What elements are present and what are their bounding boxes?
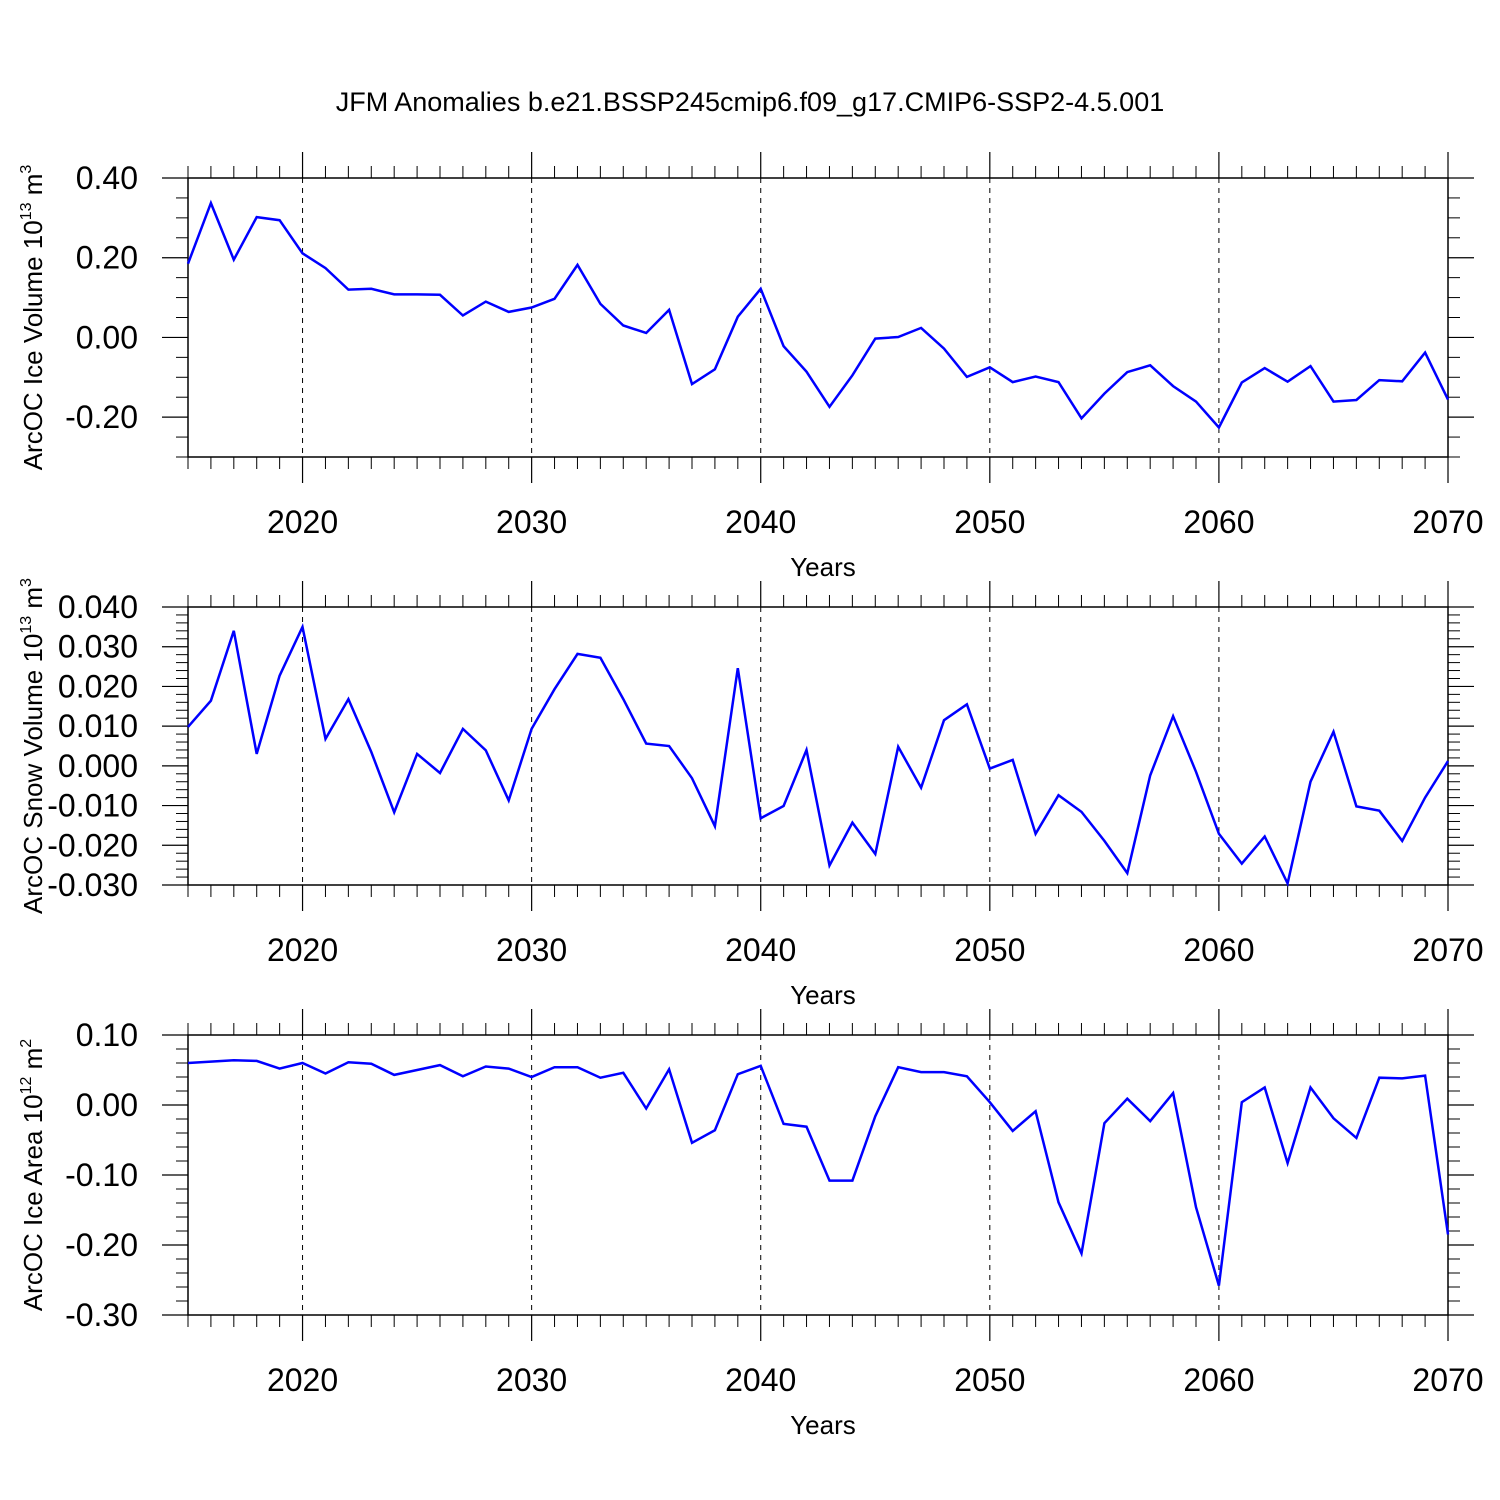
x-tick-label: 2050 <box>954 504 1025 540</box>
panels: 2020 2030 2040 2050 2060 2070 0.40 0.20 0.00 -0.2… <box>18 152 1484 1440</box>
x-axis-title: Years <box>790 980 856 1010</box>
x-tick-label: 2040 <box>725 1362 796 1398</box>
y-tick-label: -0.020 <box>47 827 138 863</box>
panel-1: 2020 2030 2040 2050 2060 2070 0.40 0.20 0.00 -0.2… <box>18 152 1484 582</box>
x-tick-label: 2030 <box>496 932 567 968</box>
y-tick-label: 0.020 <box>58 668 138 704</box>
y-tick-label: 0.010 <box>58 708 138 744</box>
series-line-1 <box>187 622 1450 888</box>
y-tick-label: 0.20 <box>76 240 138 276</box>
y-tick-label: 0.030 <box>58 629 138 665</box>
x-tick-label: 2050 <box>954 932 1025 968</box>
x-tick-label: 2050 <box>954 1362 1025 1398</box>
x-tick-label: 2020 <box>267 932 338 968</box>
x-tick-label: 2060 <box>1183 504 1254 540</box>
x-tick-label: 2020 <box>267 1362 338 1398</box>
y-tick-label: 0.000 <box>58 748 138 784</box>
y-tick-label: 0.00 <box>76 1087 138 1123</box>
chart-title: JFM Anomalies b.e21.BSSP245cmip6.f09_g17… <box>336 87 1164 117</box>
y-tick-label: 0.40 <box>76 160 138 196</box>
y-tick-label: -0.20 <box>65 1227 138 1263</box>
y-tick-label: -0.10 <box>65 1157 138 1193</box>
y-tick-label: -0.030 <box>47 867 138 903</box>
y-tick-label: 0.00 <box>76 319 138 355</box>
x-tick-label: 2060 <box>1183 932 1254 968</box>
x-tick-label: 2040 <box>725 932 796 968</box>
plot-frame <box>187 606 1449 886</box>
y-tick-label: -0.20 <box>65 399 138 435</box>
x-tick-label: 2040 <box>725 504 796 540</box>
y-tick-label: 0.040 <box>58 589 138 625</box>
x-tick-label: 2060 <box>1183 1362 1254 1398</box>
plot-frame <box>187 1034 1449 1316</box>
x-tick-label: 2070 <box>1412 1362 1483 1398</box>
x-tick-label: 2070 <box>1412 932 1483 968</box>
y-axis-title: ArcOC Ice Volume 1013 m3 <box>18 165 48 471</box>
y-tick-label: -0.010 <box>47 788 138 824</box>
x-axis-title: Years <box>790 1410 856 1440</box>
y-axis-title: ArcOC Snow Volume 1013 m3 <box>18 578 48 914</box>
x-tick-label: 2020 <box>267 504 338 540</box>
series-line-1 <box>187 1058 1450 1286</box>
x-tick-label: 2030 <box>496 1362 567 1398</box>
y-tick-label: -0.30 <box>65 1297 138 1333</box>
panel-3: 2020 2030 2040 2050 2060 2070 0.10 0.00 -0.10 -0.… <box>18 1009 1484 1440</box>
y-tick-label: 0.10 <box>76 1017 138 1053</box>
plot-frame <box>187 177 1449 458</box>
x-tick-label: 2030 <box>496 504 567 540</box>
x-axis-title: Years <box>790 552 856 582</box>
series-line-1 <box>186 199 1450 430</box>
x-tick-label: 2070 <box>1412 504 1483 540</box>
y-axis-title: ArcOC Ice Area 1012 m2 <box>18 1039 48 1311</box>
